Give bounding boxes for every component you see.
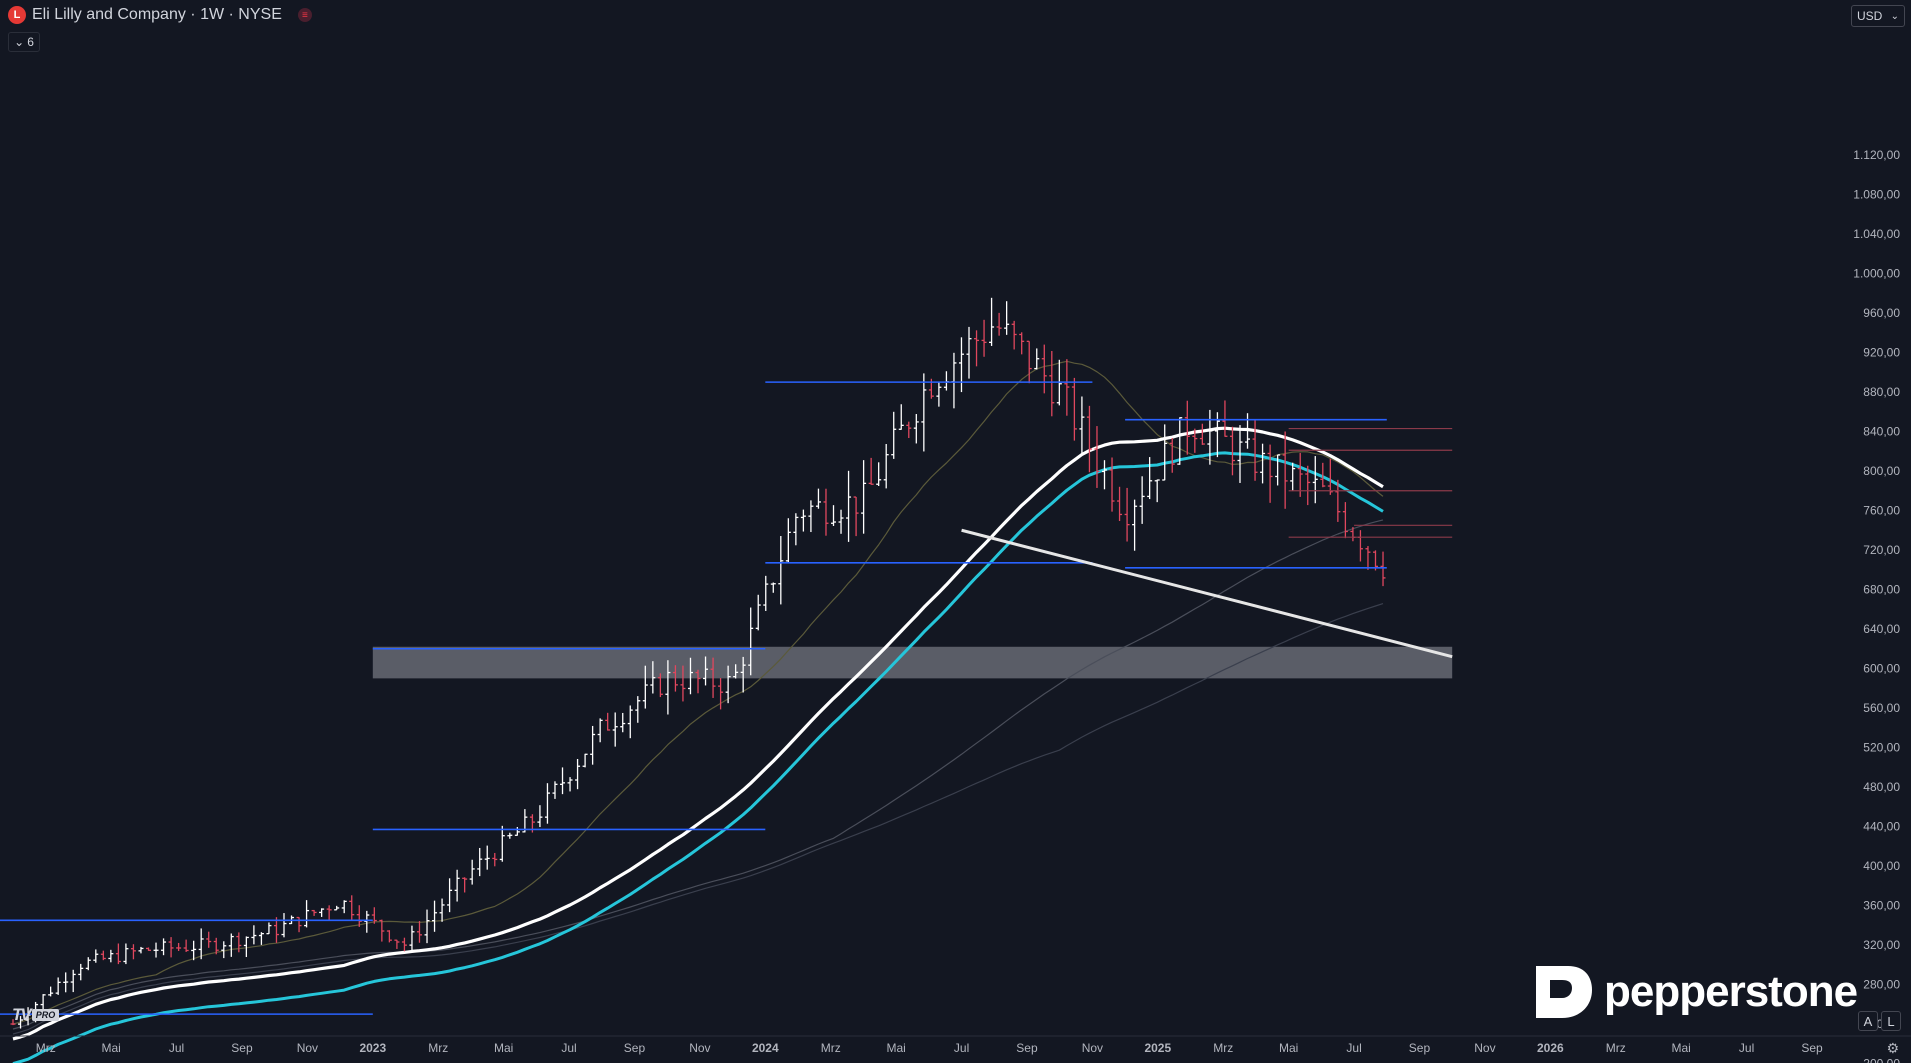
time-tick-label: Jul: [1346, 1041, 1361, 1055]
price-tick-label: 360,00: [1863, 899, 1900, 913]
time-tick-label: Sep: [231, 1041, 253, 1055]
time-tick-label: 2026: [1537, 1041, 1564, 1055]
ma-white-line: [12, 426, 1384, 1041]
price-tick-label: 1.120,00: [1853, 148, 1900, 162]
logo-letter: L: [13, 9, 21, 21]
tv-pro-badge: PRO: [31, 1009, 60, 1021]
time-tick-label: Mrz: [821, 1041, 841, 1055]
time-tick-label: Sep: [1801, 1041, 1823, 1055]
price-tick-label: 720,00: [1863, 543, 1900, 557]
time-tick-label: Mai: [101, 1041, 120, 1055]
log-scale-label: L: [1887, 1013, 1895, 1029]
ma-dark-gray-line: [12, 603, 1384, 1035]
data-status-icon[interactable]: ≡: [297, 8, 312, 22]
price-tick-label: 960,00: [1863, 306, 1900, 320]
price-tick-label: 200,00: [1863, 1057, 1900, 1063]
log-scale-button[interactable]: L: [1881, 1011, 1901, 1031]
price-tick-label: 920,00: [1863, 346, 1900, 360]
price-tick-label: 1.040,00: [1853, 227, 1900, 241]
time-tick-label: Mai: [886, 1041, 905, 1055]
price-tick-label: 880,00: [1863, 385, 1900, 399]
price-tick-label: 640,00: [1863, 622, 1900, 636]
settings-gear-icon[interactable]: ⚙: [1886, 1040, 1899, 1056]
symbol-title: Eli Lilly and Company · 1W · NYSE: [32, 6, 282, 23]
tv-mark-icon: TV: [12, 1005, 32, 1024]
price-tick-label: 600,00: [1863, 662, 1900, 676]
price-tick-label: 1.000,00: [1853, 267, 1900, 281]
time-tick-label: 2025: [1144, 1041, 1171, 1055]
time-tick-label: Sep: [624, 1041, 646, 1055]
time-tick-label: 2023: [359, 1041, 386, 1055]
indicator-count: 6: [27, 35, 34, 49]
pepperstone-watermark: pepperstone: [1528, 962, 1858, 1022]
price-tick-label: 760,00: [1863, 504, 1900, 518]
auto-scale-label: A: [1863, 1013, 1873, 1029]
ma-gray-line: [12, 519, 1384, 1030]
time-axis[interactable]: Mrz Mai Jul Sep Nov 2023 Mrz Mai Jul Sep Nov 2024 Mr…: [36, 1041, 1823, 1055]
tradingview-logo[interactable]: TV PRO: [12, 1005, 60, 1025]
time-tick-label: Sep: [1016, 1041, 1038, 1055]
time-tick-label: Jul: [169, 1041, 184, 1055]
price-tick-label: 1.080,00: [1853, 188, 1900, 202]
time-tick-label: Nov: [297, 1041, 318, 1055]
time-tick-label: Jul: [561, 1041, 576, 1055]
time-tick-label: Nov: [689, 1041, 710, 1055]
price-tick-label: 680,00: [1863, 583, 1900, 597]
time-tick-label: Mrz: [1213, 1041, 1233, 1055]
price-tick-label: 480,00: [1863, 780, 1900, 794]
time-tick-label: Sep: [1409, 1041, 1431, 1055]
chevron-down-icon: ⌄: [1890, 10, 1899, 22]
ma-olive-line: [12, 360, 1384, 1025]
company-logo-icon: L: [8, 6, 26, 24]
currency-selector[interactable]: USD ⌄: [1851, 5, 1905, 27]
time-tick-label: Nov: [1474, 1041, 1495, 1055]
time-tick-label: Mai: [494, 1041, 513, 1055]
broker-name: pepperstone: [1604, 967, 1858, 1016]
price-tick-label: 280,00: [1863, 978, 1900, 992]
time-tick-label: Mrz: [1606, 1041, 1626, 1055]
currency-label: USD: [1857, 9, 1883, 23]
indicators-toggle-button[interactable]: ⌄ 6: [8, 32, 40, 52]
time-tick-label: Mai: [1279, 1041, 1298, 1055]
moving-averages: [12, 360, 1384, 1063]
price-tick-label: 840,00: [1863, 425, 1900, 439]
price-tick-label: 520,00: [1863, 741, 1900, 755]
ma-cyan-line: [12, 451, 1384, 1063]
time-tick-label: Mai: [1671, 1041, 1690, 1055]
price-tick-label: 400,00: [1863, 859, 1900, 873]
time-tick-label: Nov: [1082, 1041, 1103, 1055]
price-tick-label: 440,00: [1863, 820, 1900, 834]
pepperstone-logo-icon: [1536, 966, 1592, 1018]
price-tick-label: 800,00: [1863, 464, 1900, 478]
price-tick-label: 560,00: [1863, 701, 1900, 715]
auto-scale-button[interactable]: A: [1858, 1011, 1878, 1031]
time-tick-label: Jul: [1739, 1041, 1754, 1055]
time-tick-label: Mrz: [36, 1041, 56, 1055]
demand-zone[interactable]: [372, 646, 1453, 679]
trendline[interactable]: [961, 528, 1453, 659]
time-tick-label: Jul: [954, 1041, 969, 1055]
time-tick-label: 2024: [752, 1041, 779, 1055]
symbol-header[interactable]: L Eli Lilly and Company · 1W · NYSE ≡: [8, 6, 312, 24]
chevron-down-icon: ⌄: [14, 35, 25, 49]
price-tick-label: 320,00: [1863, 938, 1900, 952]
time-tick-label: Mrz: [428, 1041, 448, 1055]
